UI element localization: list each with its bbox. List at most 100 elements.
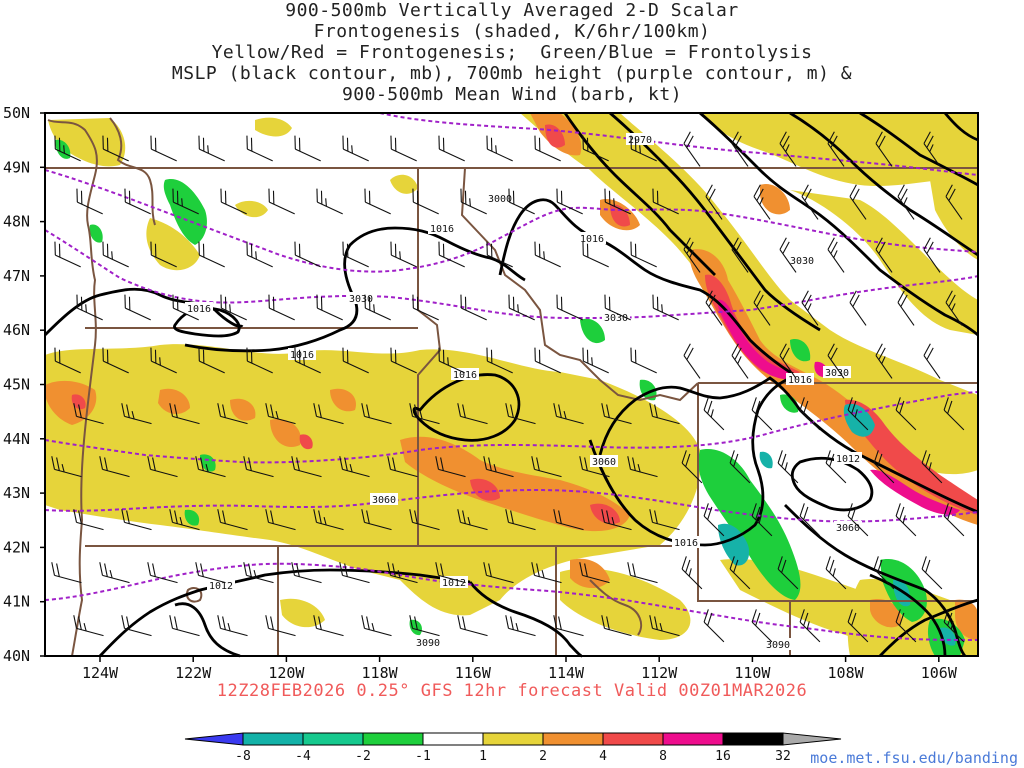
lat-label: 49N xyxy=(3,158,30,176)
wind-barb xyxy=(508,294,535,321)
lat-label: 40N xyxy=(3,647,30,665)
wind-barb xyxy=(875,237,893,273)
wind-barb xyxy=(601,615,632,637)
lat-label: 43N xyxy=(3,484,30,502)
wind-barb xyxy=(438,135,465,162)
lon-label: 110W xyxy=(734,664,771,682)
wind-barb xyxy=(729,450,751,484)
wind-barb xyxy=(582,241,609,268)
wind-barb xyxy=(313,509,344,531)
wind-barb xyxy=(945,184,963,220)
latitude-labels: 50N 49N 48N 47N 46N 45N 44N 43N 42N 41N 40N xyxy=(3,104,45,665)
mslp-1016-east xyxy=(498,198,801,380)
wind-barb xyxy=(847,503,869,537)
wind-barb xyxy=(246,135,273,162)
wind-barb xyxy=(799,397,821,431)
wind-barb xyxy=(361,615,392,637)
colorbar-tick-label: -4 xyxy=(295,749,311,764)
wind-barb xyxy=(364,188,391,215)
wind-barb xyxy=(649,403,680,425)
colorbar-swatch xyxy=(602,732,664,746)
colorbar-tick-label: 16 xyxy=(715,749,731,764)
colorbar-swatch xyxy=(722,732,784,746)
height-label: 3060 xyxy=(592,457,616,468)
height-3030 xyxy=(44,229,979,320)
wind-barb xyxy=(265,615,296,637)
wind-barb xyxy=(294,135,321,162)
wind-barb xyxy=(534,241,561,268)
mslp-label: 1012 xyxy=(442,578,466,589)
mslp-label: 1016 xyxy=(430,224,454,235)
wind-barb xyxy=(553,509,584,531)
wind-barb xyxy=(316,188,343,215)
wind-barb xyxy=(683,131,701,167)
wind-barb xyxy=(390,135,417,162)
colorbar-tick-label: 8 xyxy=(659,749,667,764)
wind-barb xyxy=(220,294,247,321)
lat-label: 47N xyxy=(3,267,30,285)
wind-barb xyxy=(339,456,370,478)
wind-barb xyxy=(847,609,869,643)
wind-barb xyxy=(579,456,610,478)
wind-barb xyxy=(753,290,771,326)
wind-barb xyxy=(268,294,295,321)
wind-barb xyxy=(943,609,965,643)
wind-barb xyxy=(246,347,273,374)
wind-barb xyxy=(486,135,513,162)
lon-label: 112W xyxy=(641,664,678,682)
wind-barb xyxy=(364,294,391,321)
wind-barb xyxy=(777,556,799,590)
wind-barb xyxy=(751,503,773,537)
wind-barb xyxy=(923,343,941,379)
wyoming-border xyxy=(697,383,978,602)
wind-barb xyxy=(553,615,584,637)
wind-barb xyxy=(703,609,725,643)
wind-barb xyxy=(486,347,513,374)
wind-barb xyxy=(124,294,151,321)
height-3000 xyxy=(44,169,979,273)
wind-barb xyxy=(102,347,129,374)
wind-barb xyxy=(169,403,200,425)
wind-barb xyxy=(147,456,178,478)
wind-barb xyxy=(486,241,513,268)
wind-barb xyxy=(483,562,514,584)
wind-barb xyxy=(169,615,200,637)
height-label: 3090 xyxy=(416,638,440,649)
wind-barb xyxy=(342,135,369,162)
height-label: 2970 xyxy=(628,135,652,146)
wind-barb xyxy=(703,397,725,431)
wind-barb xyxy=(54,241,81,268)
wind-barb xyxy=(652,188,679,215)
wind-barb xyxy=(505,615,536,637)
wind-barb xyxy=(921,556,943,590)
wind-barb xyxy=(246,241,273,268)
wind-barb xyxy=(779,343,797,379)
wind-barb xyxy=(582,135,609,162)
height-2970 xyxy=(379,112,979,176)
wind-barb xyxy=(390,347,417,374)
wind-barb xyxy=(556,294,583,321)
colorbar-tick-label: -1 xyxy=(415,749,431,764)
wind-barb xyxy=(243,456,274,478)
lat-label: 48N xyxy=(3,213,30,231)
wind-barb xyxy=(198,347,225,374)
wind-barb xyxy=(873,556,895,590)
wind-barb xyxy=(169,509,200,531)
wind-barb xyxy=(777,450,799,484)
wind-barb xyxy=(387,562,418,584)
wind-barb xyxy=(897,184,915,220)
wind-barb xyxy=(683,343,701,379)
wind-barb xyxy=(147,562,178,584)
wind-barb xyxy=(505,403,536,425)
wind-barb xyxy=(895,397,917,431)
height-3060-north xyxy=(44,391,979,464)
colorbar-swatch xyxy=(542,732,604,746)
wind-barb xyxy=(849,290,867,326)
colorbar-swatch xyxy=(482,732,544,746)
wind-barb xyxy=(76,188,103,215)
wind-barb xyxy=(601,403,632,425)
wind-barb xyxy=(534,347,561,374)
wind-barb xyxy=(121,615,152,637)
wind-barb xyxy=(751,397,773,431)
wind-barb xyxy=(268,188,295,215)
